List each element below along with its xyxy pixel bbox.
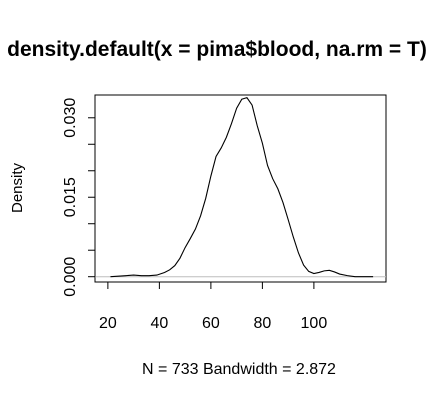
plot-box <box>94 94 387 283</box>
x-tick-label: 80 <box>253 315 271 332</box>
x-axis-label: N = 733 Bandwidth = 2.872 <box>142 361 336 378</box>
x-axis: 20 40 60 80 100 <box>99 281 328 332</box>
y-axis: 0.000 0.015 0.030 <box>62 98 96 297</box>
density-curve <box>110 97 374 278</box>
y-tick-label: 0.000 <box>62 257 79 297</box>
y-tick-label: 0.015 <box>62 177 79 217</box>
chart-title: density.default(x = pima$blood, na.rm = … <box>7 38 427 61</box>
x-tick-label: 100 <box>301 315 328 332</box>
x-tick-label: 40 <box>150 315 168 332</box>
x-tick-label: 20 <box>99 315 117 332</box>
y-axis-label: Density <box>9 162 26 213</box>
x-tick-label: 60 <box>202 315 220 332</box>
y-tick-label: 0.030 <box>62 98 79 138</box>
